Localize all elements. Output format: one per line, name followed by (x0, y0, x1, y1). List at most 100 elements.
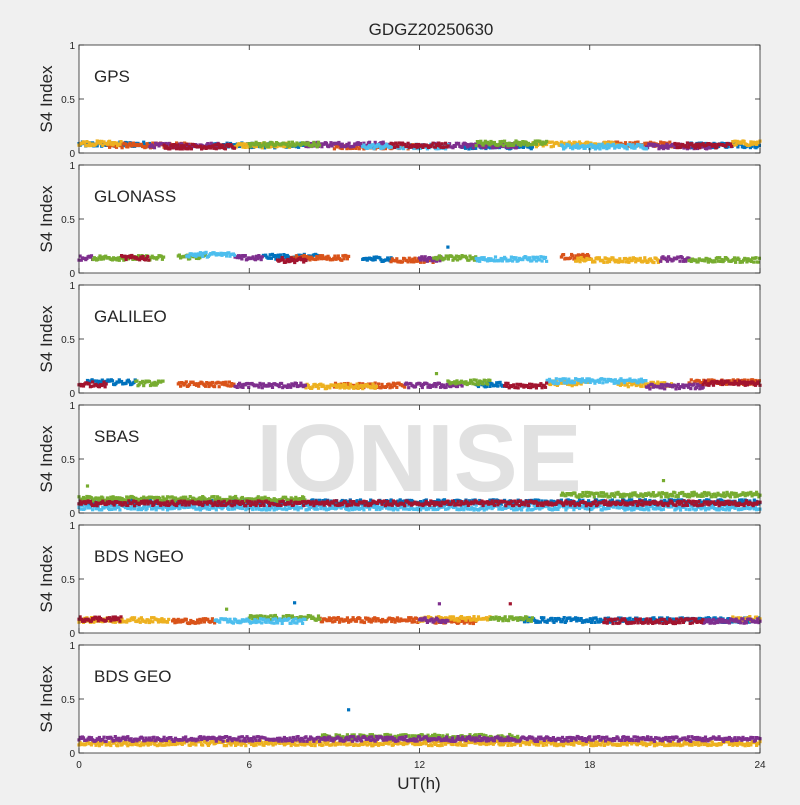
data-point (287, 141, 290, 144)
data-point (660, 495, 663, 498)
data-point (368, 141, 371, 144)
data-point (394, 142, 397, 145)
data-point (714, 260, 717, 263)
data-point (201, 504, 204, 507)
data-point (91, 508, 94, 511)
data-point (593, 260, 596, 263)
data-point (111, 379, 114, 382)
data-point (640, 144, 643, 147)
data-point (241, 496, 244, 499)
data-point (447, 257, 450, 260)
data-point (395, 386, 398, 389)
data-point (233, 147, 236, 150)
data-point (677, 495, 680, 498)
data-point (197, 385, 200, 388)
data-point (545, 382, 548, 385)
data-point (249, 145, 252, 148)
data-point (244, 254, 247, 257)
y-tick-label: 0.5 (61, 335, 75, 346)
data-point (593, 495, 596, 498)
data-point (251, 508, 254, 511)
data-point (477, 383, 480, 386)
data-point (218, 385, 221, 388)
data-point (236, 386, 239, 389)
data-point (347, 255, 350, 258)
data-point (119, 140, 122, 143)
data-point (757, 261, 760, 264)
data-point (224, 147, 227, 150)
data-point (752, 261, 755, 264)
data-point (407, 386, 410, 389)
y-tick-label: 1 (69, 161, 75, 172)
data-point (161, 508, 164, 511)
data-point (457, 142, 460, 145)
data-point (643, 256, 646, 259)
data-point (227, 508, 230, 511)
data-point (659, 260, 662, 263)
data-point (663, 387, 666, 390)
data-point (213, 495, 216, 498)
data-point (153, 146, 156, 149)
data-point (225, 254, 228, 257)
data-point (83, 507, 86, 510)
data-point (639, 257, 642, 260)
data-point (211, 381, 214, 384)
y-tick-label: 0 (69, 389, 75, 400)
data-point (304, 384, 307, 387)
data-point (403, 386, 406, 389)
data-point (413, 257, 416, 260)
data-point (514, 256, 517, 259)
data-point (688, 508, 691, 511)
data-point (184, 504, 187, 507)
data-point (135, 379, 138, 382)
data-point (143, 502, 146, 505)
data-point (421, 386, 424, 389)
data-point (472, 146, 475, 149)
data-point (685, 508, 688, 511)
data-point (179, 385, 182, 388)
data-point (446, 144, 449, 147)
data-point (348, 142, 351, 145)
data-point (148, 380, 151, 383)
y-tick-label: 0 (69, 149, 75, 160)
data-point (426, 260, 429, 263)
data-point (644, 379, 647, 382)
y-axis-label: S4 Index (37, 305, 56, 373)
data-point (567, 378, 570, 381)
data-point (545, 140, 548, 143)
data-point (522, 146, 525, 149)
data-point (271, 386, 274, 389)
data-point (188, 255, 191, 258)
outlier-point (446, 246, 449, 249)
data-point (754, 256, 757, 259)
data-point (118, 508, 121, 511)
data-point (647, 508, 650, 511)
data-point (704, 379, 707, 382)
data-point (671, 494, 674, 497)
data-point (640, 385, 643, 388)
data-point (90, 254, 93, 257)
data-point (441, 142, 444, 145)
data-point (689, 387, 692, 390)
y-tick-label: 0.5 (61, 215, 75, 226)
data-point (278, 385, 281, 388)
data-point (598, 147, 601, 150)
data-point (185, 380, 188, 383)
data-point (358, 147, 361, 150)
data-point (233, 254, 236, 257)
data-point (545, 260, 548, 263)
data-point (247, 386, 250, 389)
data-point (734, 261, 737, 264)
data-point (677, 142, 680, 145)
data-point (261, 255, 264, 258)
data-point (645, 147, 648, 150)
data-point (602, 261, 605, 264)
data-point (555, 377, 558, 380)
data-point (142, 384, 145, 387)
data-point (147, 259, 150, 262)
data-point (624, 141, 627, 144)
data-point (652, 491, 655, 494)
data-point (528, 256, 531, 259)
